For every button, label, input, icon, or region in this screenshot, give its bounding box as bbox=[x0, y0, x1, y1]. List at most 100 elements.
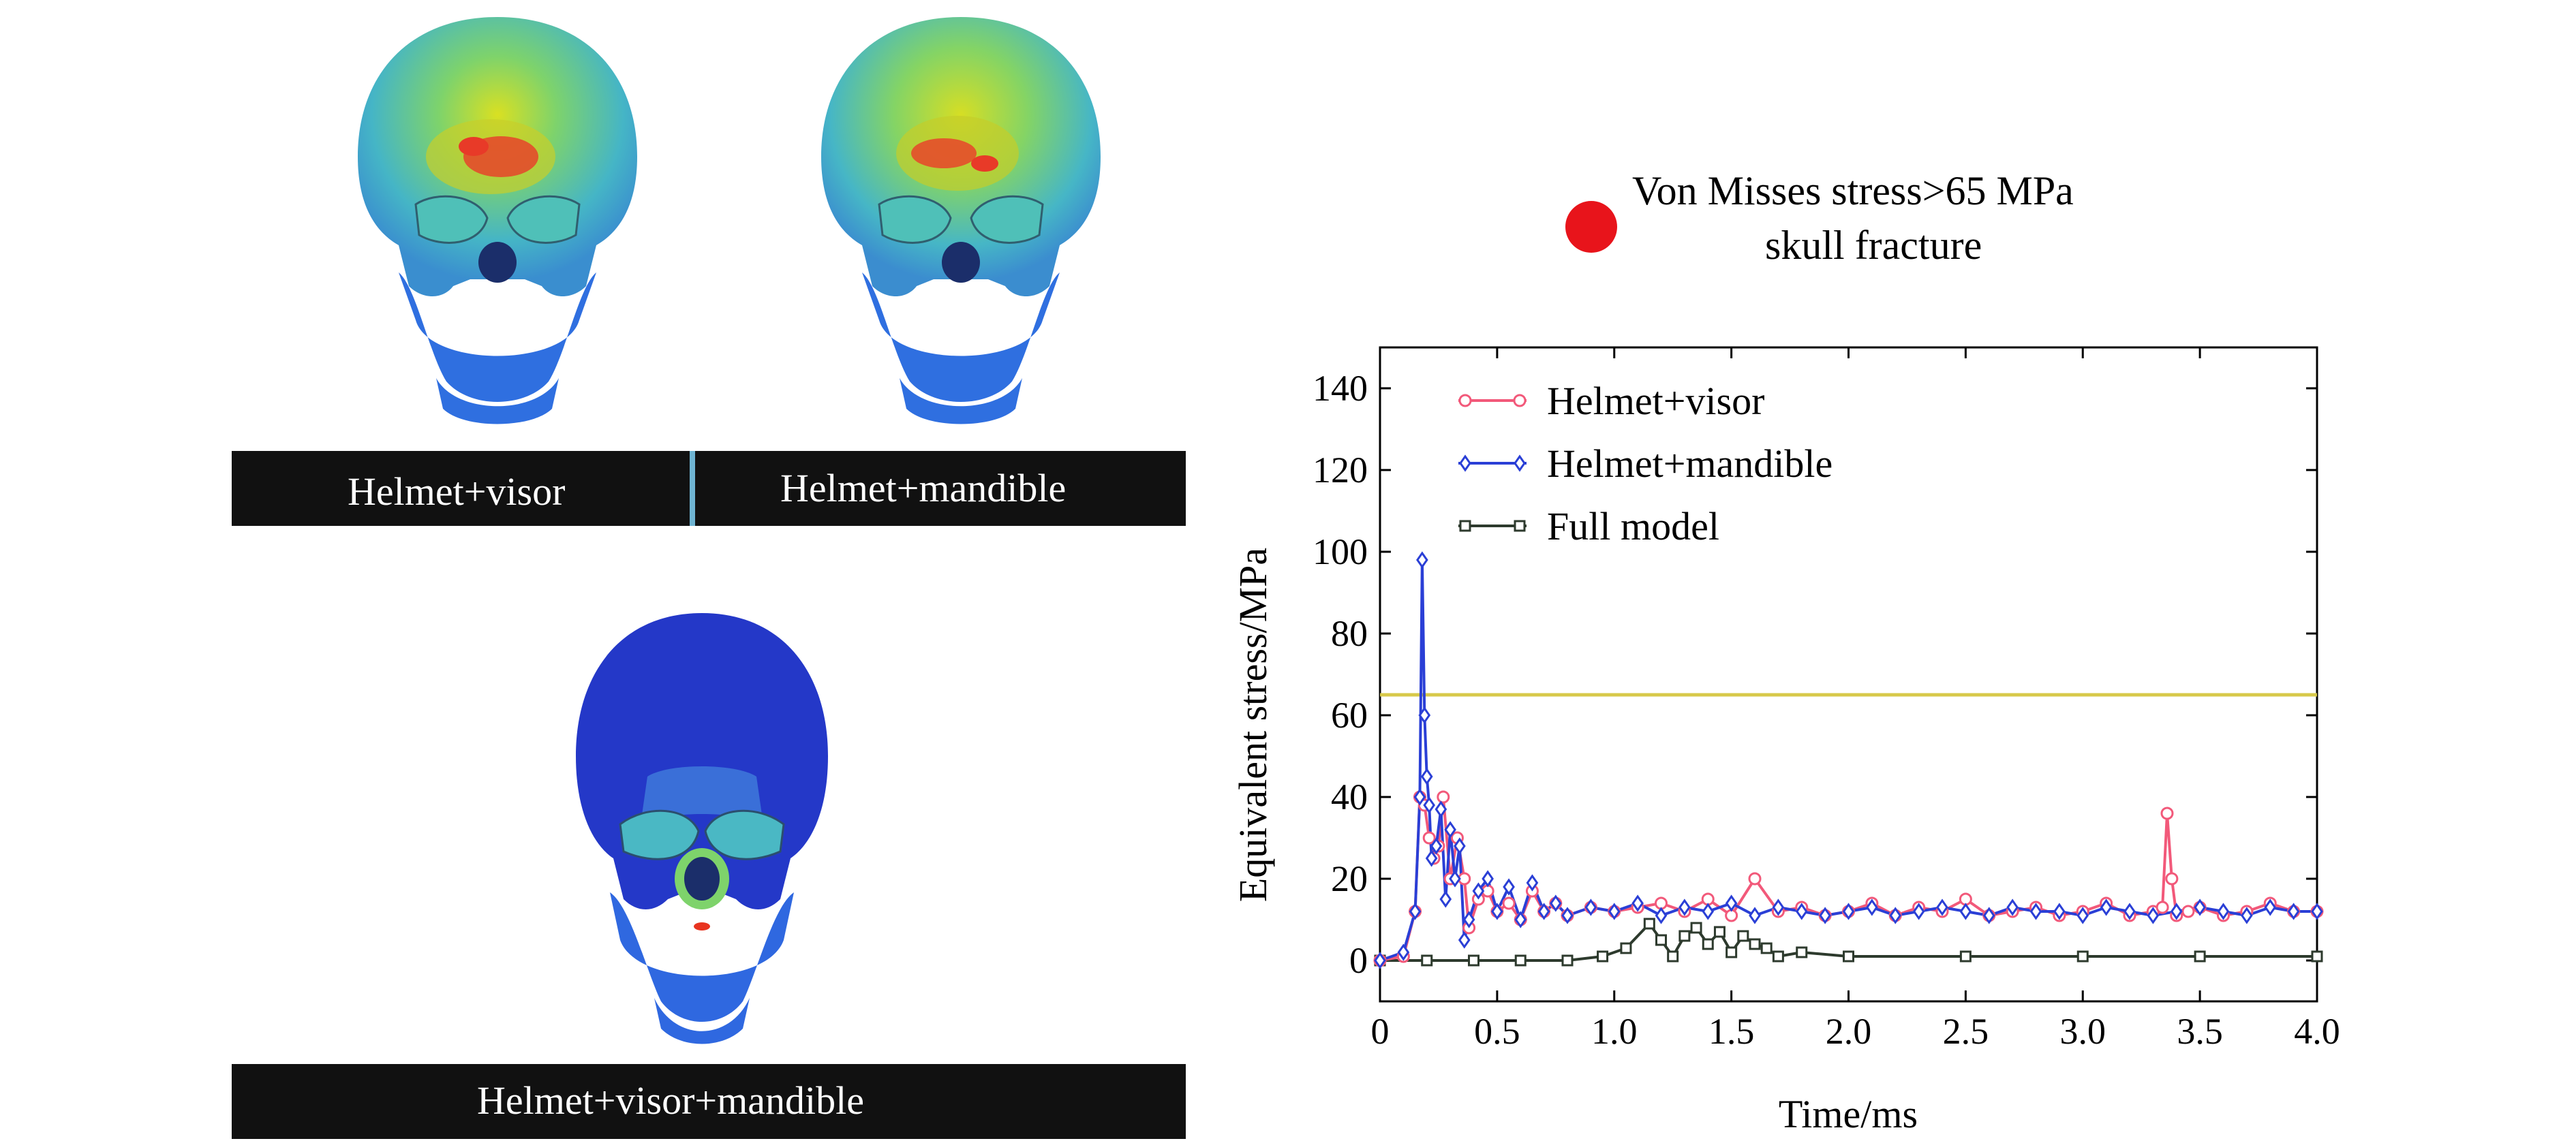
stress-chart: 0 0.5 1.0 1.5 2.0 2.5 3.0 3.5 4.0 0 20 40 60 80 100 120… bbox=[1227, 320, 2358, 1138]
data-point-square bbox=[1667, 950, 1679, 963]
data-point-square bbox=[1561, 954, 1574, 967]
data-point-diamond bbox=[2123, 903, 2136, 920]
data-point-square bbox=[1772, 950, 1784, 963]
legend-label: Helmet+visor bbox=[1547, 379, 1764, 423]
data-point-diamond bbox=[1537, 903, 1550, 920]
data-point-square bbox=[1726, 946, 1738, 958]
x-tick-label: 1.0 bbox=[1591, 1011, 1638, 1052]
data-point-diamond bbox=[1584, 898, 1597, 916]
data-point-diamond bbox=[1866, 898, 1878, 916]
data-point-square bbox=[1843, 950, 1854, 963]
data-point-diamond bbox=[1514, 911, 1527, 928]
data-point-diamond bbox=[1458, 931, 1471, 949]
data-point-square bbox=[1796, 946, 1808, 958]
data-point-square bbox=[1468, 954, 1479, 967]
data-point-diamond bbox=[2287, 903, 2300, 920]
data-point-square bbox=[1620, 942, 1632, 954]
legend-marker bbox=[1459, 520, 1471, 532]
y-tick-label: 0 bbox=[1349, 940, 1368, 981]
label-divider bbox=[690, 451, 695, 526]
data-point-diamond bbox=[1449, 870, 1461, 888]
legend-marker bbox=[1513, 394, 1527, 407]
data-point-diamond bbox=[2147, 907, 2160, 924]
bottom-label-bar bbox=[232, 1064, 1186, 1139]
data-point-diamond bbox=[1561, 907, 1574, 924]
data-point-square bbox=[2076, 950, 2089, 963]
x-tick-label: 2.0 bbox=[1826, 1011, 1872, 1052]
data-point-square bbox=[1421, 954, 1433, 967]
data-point-diamond bbox=[1655, 907, 1668, 924]
data-point-diamond bbox=[1430, 837, 1443, 855]
data-point-diamond bbox=[2217, 903, 2230, 920]
data-point-diamond bbox=[1462, 911, 1475, 928]
data-point-diamond bbox=[1631, 894, 1644, 912]
legend-label: Full model bbox=[1547, 504, 1719, 548]
y-tick-label: 20 bbox=[1331, 858, 1368, 899]
fracture-legend-line2: skull fracture bbox=[1765, 223, 1982, 268]
data-point-diamond bbox=[1374, 952, 1386, 969]
y-axis-label: Equivalent stress/MPa bbox=[1231, 548, 1275, 902]
legend-marker bbox=[1514, 520, 1526, 532]
data-point-diamond bbox=[1912, 903, 1925, 920]
data-point-diamond bbox=[1936, 898, 1948, 916]
data-point-square bbox=[1749, 938, 1761, 950]
data-point-diamond bbox=[1425, 849, 1438, 867]
data-point-diamond bbox=[1444, 821, 1456, 839]
data-point-diamond bbox=[1416, 551, 1428, 569]
legend-marker bbox=[1458, 394, 1472, 407]
data-point-circle bbox=[2165, 872, 2179, 886]
data-point-diamond bbox=[2241, 907, 2253, 924]
data-point-diamond bbox=[1526, 874, 1539, 892]
skull-image-helmet-mandible bbox=[797, 0, 1124, 443]
data-point-diamond bbox=[1819, 907, 1831, 924]
label-helmet-mandible: Helmet+mandible bbox=[780, 466, 1067, 510]
data-point-diamond bbox=[1549, 894, 1562, 912]
fracture-legend: Von Misses stress>65 MPa skull fracture bbox=[1561, 163, 2174, 286]
data-point-diamond bbox=[2264, 898, 2277, 916]
data-point-diamond bbox=[1491, 903, 1503, 920]
data-point-circle bbox=[2160, 807, 2174, 820]
data-point-diamond bbox=[1397, 943, 1410, 961]
legend-marker bbox=[1459, 454, 1471, 472]
fracture-dot-icon bbox=[1565, 201, 1617, 253]
data-point-diamond bbox=[1409, 903, 1422, 920]
data-point-circle bbox=[1748, 872, 1762, 886]
data-point-diamond bbox=[1795, 903, 1808, 920]
data-point-diamond bbox=[1454, 837, 1466, 855]
x-tick-label: 3.5 bbox=[2177, 1011, 2223, 1052]
x-tick-label: 4.0 bbox=[2294, 1011, 2340, 1052]
data-point-diamond bbox=[1608, 903, 1621, 920]
data-point-square bbox=[1655, 934, 1667, 946]
data-point-square bbox=[2311, 950, 2323, 963]
x-tick-label: 2.5 bbox=[1943, 1011, 1989, 1052]
x-tick-label: 0.5 bbox=[1474, 1011, 1520, 1052]
data-point-diamond bbox=[1772, 898, 1785, 916]
data-point-square bbox=[1643, 918, 1655, 930]
data-point-diamond bbox=[1749, 907, 1761, 924]
data-point-diamond bbox=[1439, 890, 1452, 908]
data-point-square bbox=[1678, 930, 1691, 942]
y-tick-label: 60 bbox=[1331, 695, 1368, 736]
data-point-square bbox=[2194, 950, 2206, 963]
data-point-diamond bbox=[1418, 706, 1431, 724]
data-point-square bbox=[1713, 926, 1726, 938]
data-point-diamond bbox=[1982, 907, 1995, 924]
top-label-bar bbox=[232, 451, 1186, 526]
data-point-diamond bbox=[1482, 870, 1494, 888]
data-point-diamond bbox=[1423, 796, 1436, 814]
y-tick-label: 120 bbox=[1313, 450, 1368, 490]
data-point-circle bbox=[1437, 790, 1450, 804]
data-point-square bbox=[1597, 950, 1609, 963]
data-point-diamond bbox=[1503, 878, 1515, 896]
x-axis-label: Time/ms bbox=[1779, 1092, 1918, 1136]
data-point-diamond bbox=[1842, 903, 1855, 920]
y-tick-label: 80 bbox=[1331, 613, 1368, 654]
data-point-diamond bbox=[1678, 898, 1691, 916]
data-point-diamond bbox=[1889, 907, 1902, 924]
data-point-square bbox=[1959, 950, 1972, 963]
data-point-diamond bbox=[2076, 907, 2089, 924]
data-point-diamond bbox=[1959, 903, 1972, 920]
data-point-diamond bbox=[1725, 894, 1738, 912]
x-tick-label: 1.5 bbox=[1708, 1011, 1755, 1052]
data-point-diamond bbox=[2170, 903, 2183, 920]
